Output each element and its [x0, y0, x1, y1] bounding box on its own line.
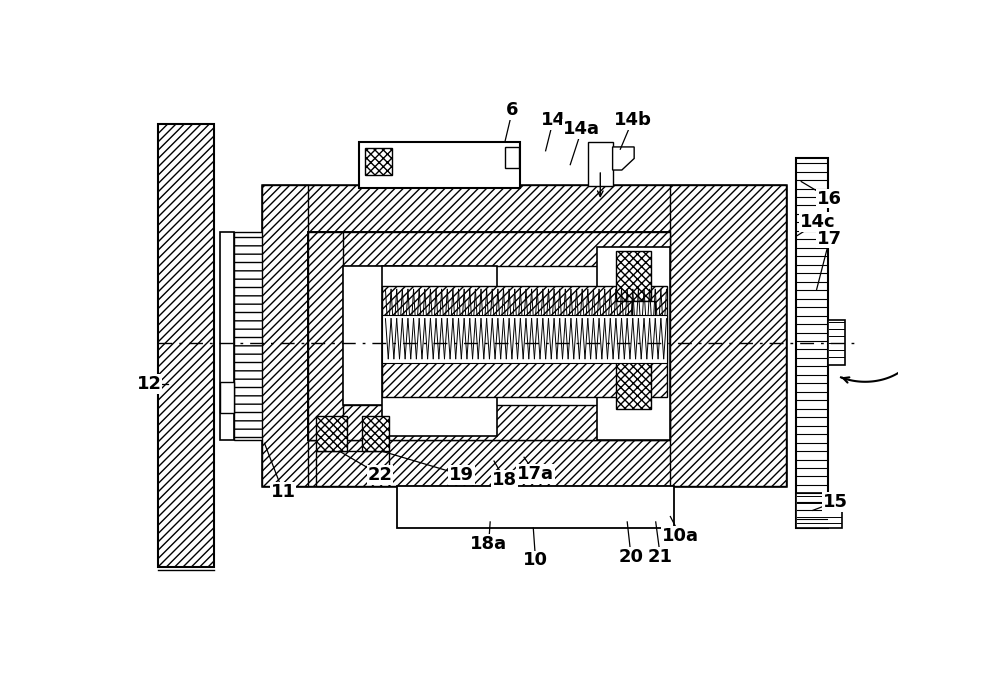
Bar	[316, 451, 389, 485]
Bar	[262, 439, 786, 485]
Bar	[616, 359, 651, 409]
Bar	[351, 272, 406, 399]
Bar	[382, 340, 666, 397]
Text: 11: 11	[271, 483, 296, 501]
Text: 10: 10	[523, 551, 548, 570]
Bar	[234, 232, 263, 439]
Text: 6: 6	[506, 101, 519, 119]
Text: 14c: 14c	[800, 213, 836, 232]
Text: 15: 15	[823, 493, 848, 511]
Bar	[382, 315, 666, 363]
Bar	[308, 232, 343, 439]
Text: 16: 16	[817, 189, 842, 208]
Text: 17a: 17a	[517, 465, 554, 483]
Bar	[308, 232, 670, 266]
Bar	[362, 416, 389, 451]
Text: 18a: 18a	[470, 535, 507, 553]
Bar	[828, 320, 845, 365]
Bar	[308, 232, 670, 439]
Text: 21: 21	[648, 547, 673, 566]
Bar	[262, 185, 786, 232]
Bar	[588, 141, 613, 186]
Bar	[597, 247, 670, 439]
Bar	[308, 405, 670, 439]
Polygon shape	[613, 147, 634, 170]
Text: 17: 17	[817, 230, 842, 248]
Bar	[365, 148, 392, 175]
Text: 14: 14	[541, 111, 566, 129]
Bar	[382, 266, 497, 436]
Bar	[505, 147, 519, 168]
Text: 10a: 10a	[662, 527, 699, 545]
Text: 12: 12	[137, 375, 162, 393]
Text: 22: 22	[368, 466, 393, 484]
Bar	[343, 266, 412, 405]
Text: 14b: 14b	[614, 111, 652, 129]
Text: 20: 20	[619, 547, 644, 566]
Bar	[262, 185, 786, 485]
Text: 18: 18	[492, 471, 517, 489]
Bar	[616, 251, 651, 301]
Bar	[632, 301, 655, 359]
Text: 14a: 14a	[563, 120, 600, 139]
Bar	[397, 485, 674, 528]
Bar	[220, 382, 234, 413]
Bar	[670, 185, 786, 485]
Bar	[796, 158, 828, 528]
Bar	[158, 124, 214, 566]
Bar	[382, 286, 666, 340]
Bar	[796, 494, 842, 528]
Bar	[220, 232, 234, 439]
Bar	[358, 141, 520, 187]
Bar	[262, 185, 308, 485]
Bar	[316, 416, 347, 451]
Text: 19: 19	[449, 466, 474, 484]
